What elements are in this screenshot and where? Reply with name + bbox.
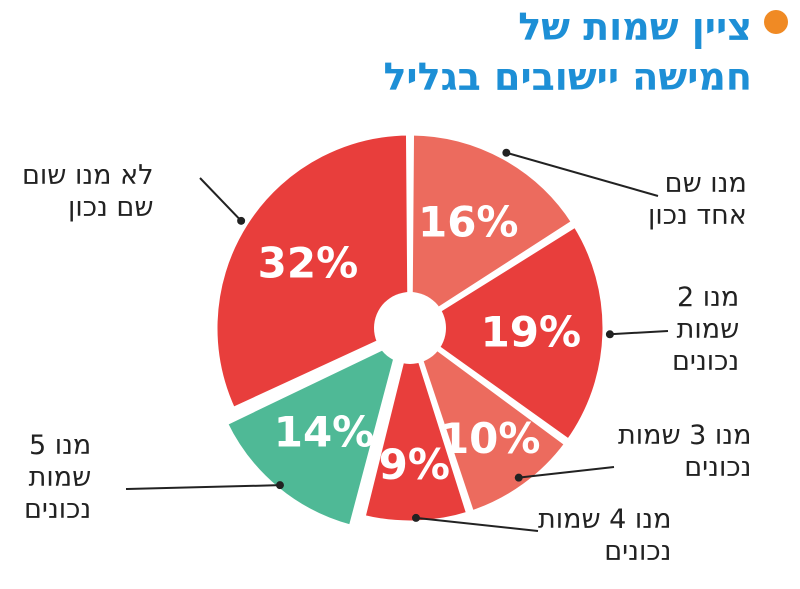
slice-value-label-five-names: 14% xyxy=(274,407,375,456)
callout-line-five-names xyxy=(125,484,280,490)
callout-dot-five-names xyxy=(275,481,284,490)
title-line-1: ציין שמות של xyxy=(518,5,752,49)
callout-label-1: מנו שם אחד נכון xyxy=(648,168,747,231)
callout-dot-no-names xyxy=(237,216,246,225)
pie-slice-three-names xyxy=(405,321,571,517)
callout-line-one-name xyxy=(506,151,659,197)
pie-slice-one-name xyxy=(407,130,578,333)
slice-value-label-one-name: 16% xyxy=(418,198,519,247)
callout-label-4: מנו 4 שמות נכונים xyxy=(538,504,672,567)
pie-slice-four-names xyxy=(359,318,472,526)
donut-hole xyxy=(374,292,446,364)
chart-title: ציין שמות של חמישה יישובים בגליל xyxy=(383,2,752,102)
callout-dot-four-names xyxy=(411,513,420,522)
callout-dot-one-name xyxy=(502,148,511,157)
slice-value-label-no-names: 32% xyxy=(258,239,359,288)
callout-line-four-names xyxy=(415,516,539,532)
slice-value-label-three-names: 10% xyxy=(440,414,541,463)
callout-line-two-names xyxy=(609,330,669,336)
pie-slice-no-names xyxy=(212,130,413,413)
callout-dot-three-names xyxy=(514,473,523,482)
callout-label-5: מנו 5 שמות נכונים xyxy=(24,430,92,525)
callout-label-3: מנו 3 שמות נכונים xyxy=(618,420,752,483)
callout-label-2: מנו 2 שמות נכונים xyxy=(672,282,740,377)
callout-line-no-names xyxy=(199,177,242,222)
callout-dot-two-names xyxy=(605,330,614,339)
slice-value-label-two-names: 19% xyxy=(481,307,582,356)
pie-slice-two-names xyxy=(405,221,608,445)
slice-value-label-four-names: 9% xyxy=(379,440,450,489)
pie-slice-five-names xyxy=(221,334,405,531)
title-line-2: חמישה יישובים בגליל xyxy=(383,55,752,99)
callout-line-three-names xyxy=(518,466,615,479)
callout-label-6: לא מנו שום שם נכון xyxy=(22,160,154,223)
title-bullet xyxy=(764,10,788,34)
